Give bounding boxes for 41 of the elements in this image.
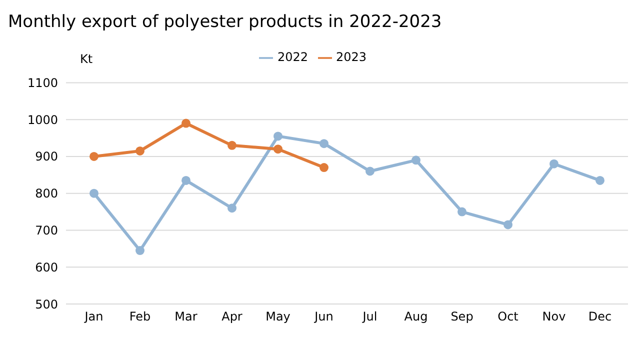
point (90, 152, 98, 161)
x-tick-label: May (266, 310, 290, 324)
x-tick-label: Mar (174, 310, 198, 324)
x-tick-label: Oct (498, 310, 519, 324)
chart-title: Monthly export of polyester products in 2022-2023 (8, 12, 442, 32)
x-tick-label: Nov (542, 310, 566, 324)
point (550, 159, 558, 168)
y-tick-label: 600 (35, 260, 58, 274)
y-tick-label: 500 (35, 297, 58, 312)
point (228, 140, 236, 150)
x-tick-label: Feb (129, 310, 151, 324)
point (136, 146, 144, 156)
point (504, 220, 512, 230)
point (228, 204, 236, 213)
point (274, 132, 282, 141)
point (182, 176, 190, 185)
x-tick-label: Aug (404, 310, 428, 324)
point (320, 163, 328, 172)
y-tick-label: 1100 (27, 76, 58, 90)
x-tick-label: Jun (314, 310, 334, 324)
point (596, 176, 604, 185)
x-tick-label: Sep (450, 310, 474, 324)
y-tick-label: 900 (35, 150, 58, 164)
legend-label: 2022 (277, 50, 308, 64)
legend-label: 2023 (336, 50, 367, 64)
x-tick-label: Jan (84, 310, 104, 324)
point (366, 166, 374, 176)
point (182, 118, 190, 128)
x-tick-label: Jul (362, 310, 378, 324)
x-tick-label: Apr (222, 310, 242, 324)
point (412, 156, 420, 165)
point (274, 144, 282, 154)
point (458, 207, 466, 216)
point (320, 139, 328, 148)
point (136, 246, 144, 256)
y-axis-title: Kt (80, 52, 93, 66)
y-tick-label: 700 (35, 224, 58, 238)
x-tick-label: Dec (588, 310, 612, 324)
y-tick-label: 800 (35, 186, 58, 201)
point (90, 188, 98, 198)
y-tick-label: 1000 (27, 112, 58, 127)
